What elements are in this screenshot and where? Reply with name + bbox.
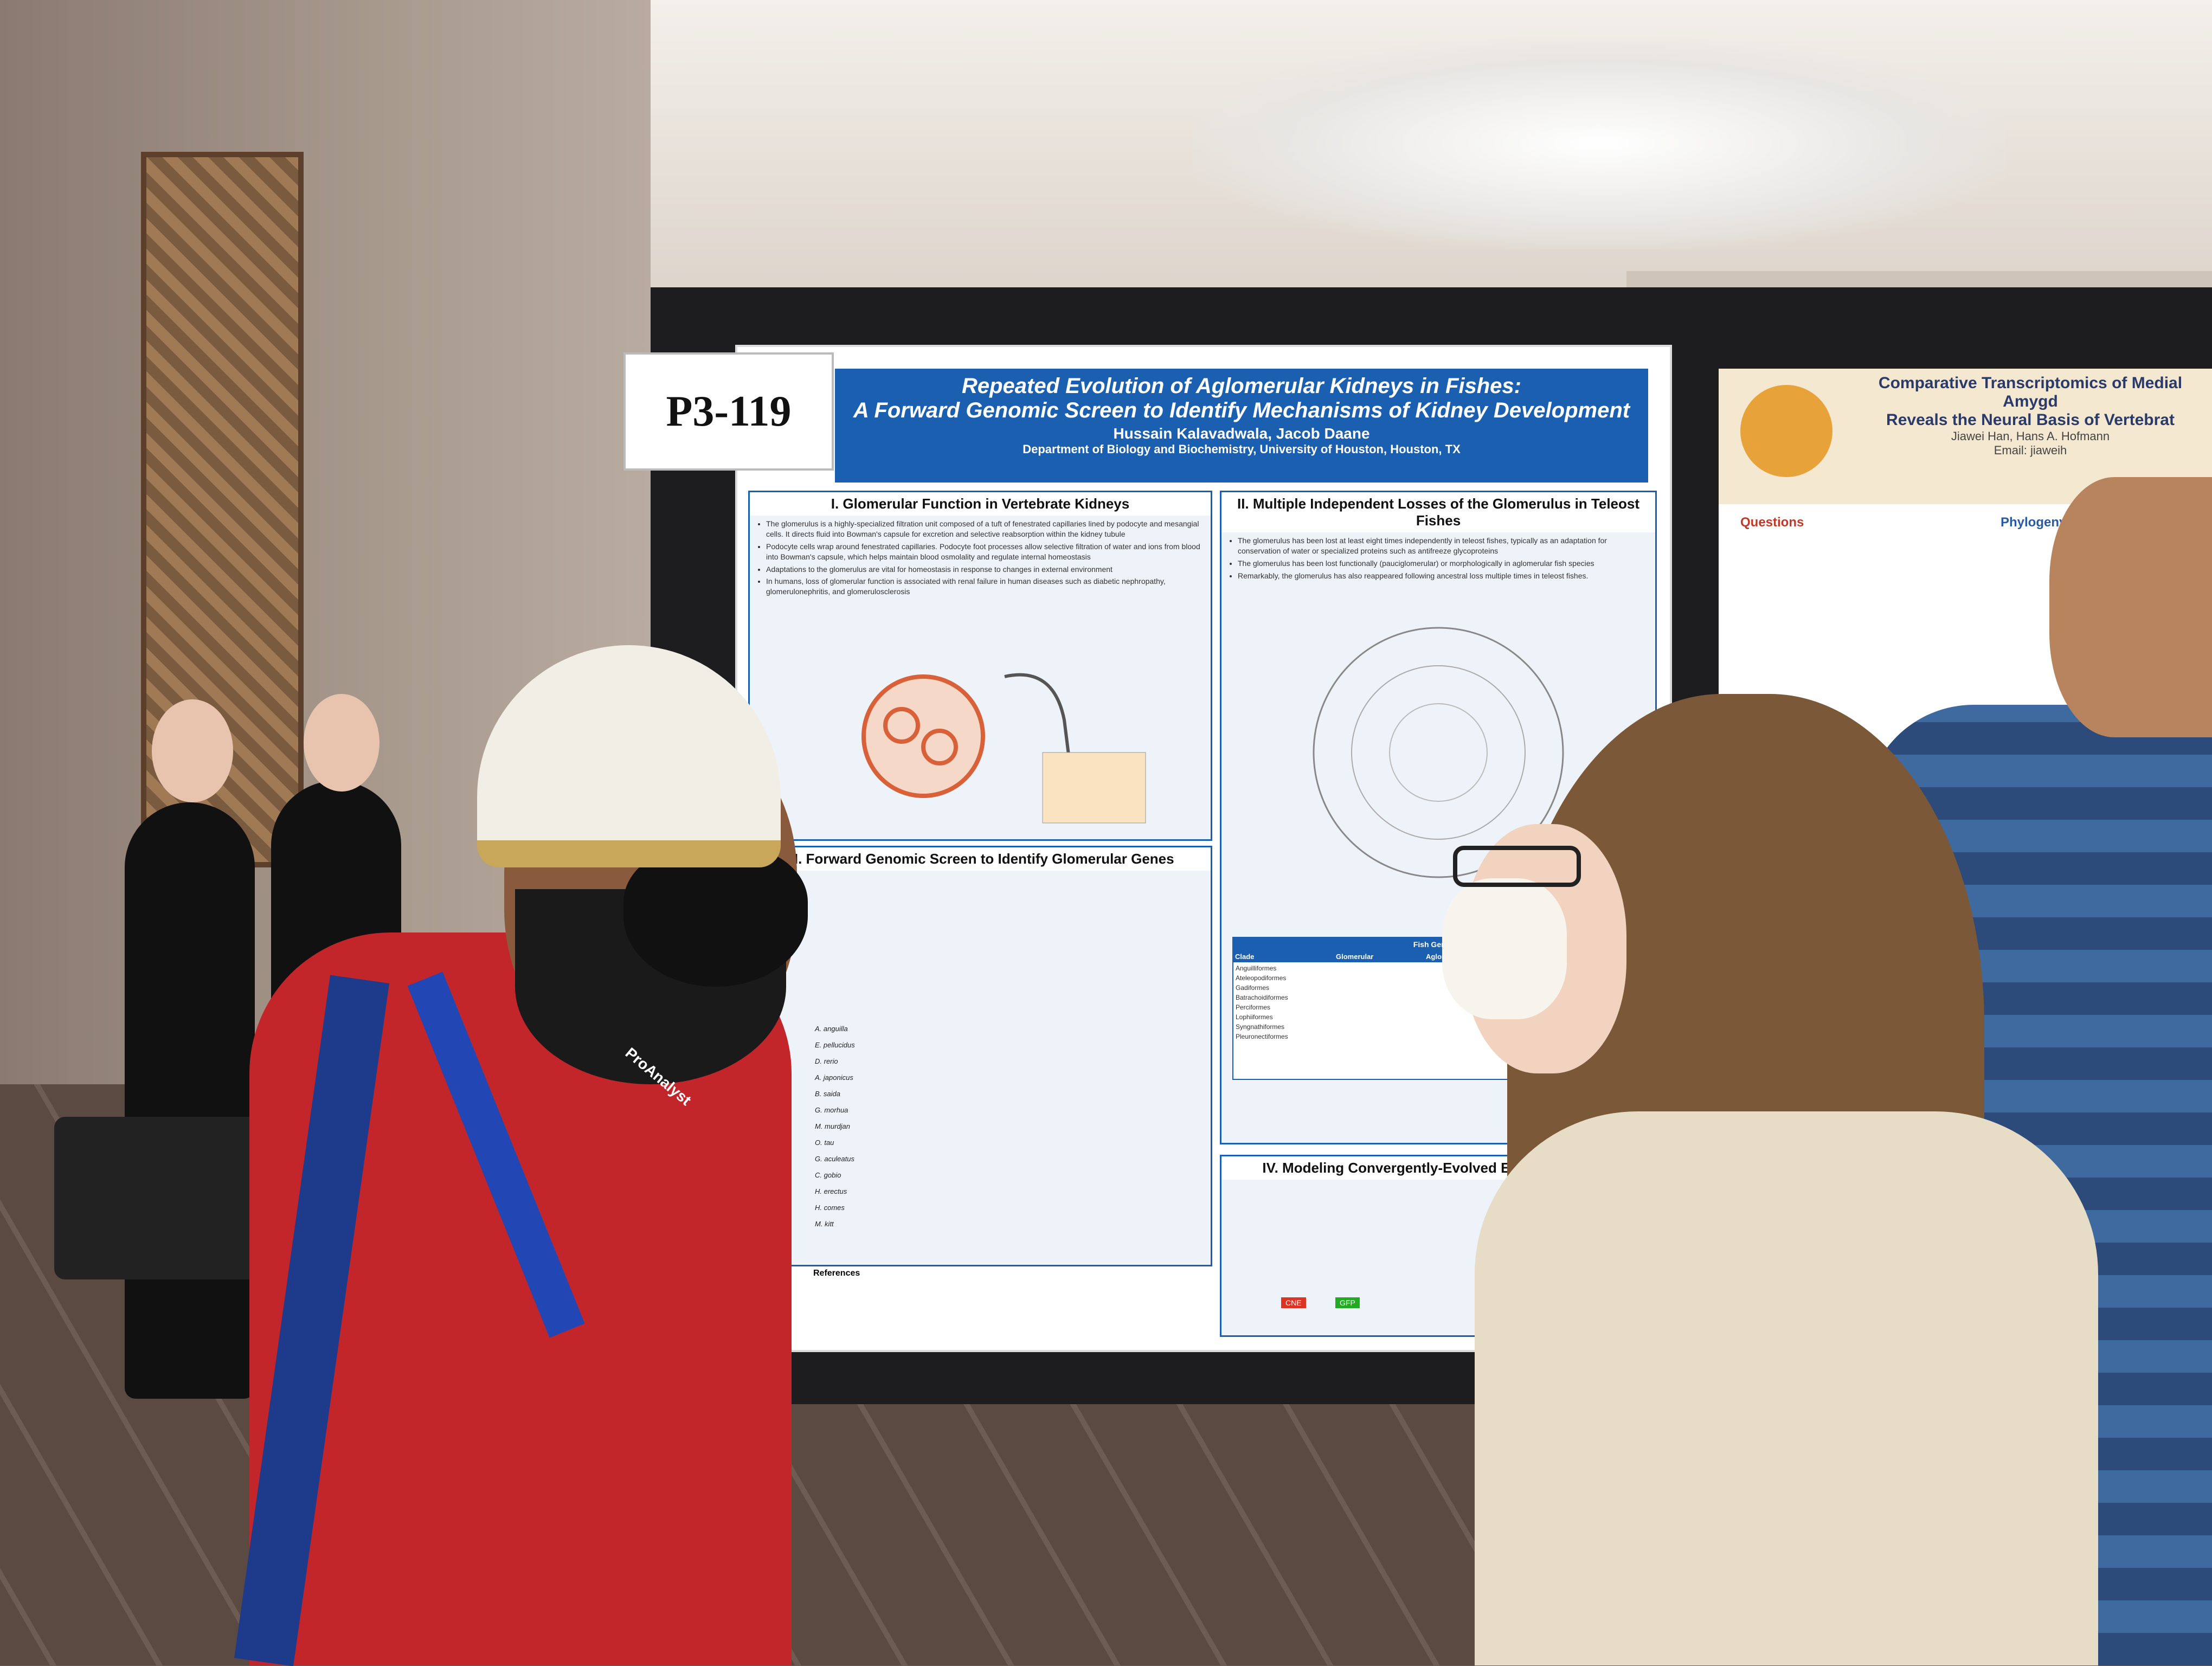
neighbor-title-line1: Comparative Transcriptomics of Medial Am… bbox=[1878, 374, 2183, 410]
table-row: Batrachoidiformes bbox=[1236, 994, 1288, 1001]
neighbor-title-line2: Reveals the Neural Basis of Vertebrat bbox=[1886, 411, 2175, 429]
species-label: H. comes bbox=[815, 1204, 845, 1212]
species-list: A. anguilla E. pellucidus D. rerio A. ja… bbox=[815, 1021, 855, 1232]
neighbor-authors: Jiawei Han, Hans A. Hofmann bbox=[1951, 429, 2110, 443]
plaid-shirt-person-head bbox=[2049, 477, 2212, 737]
species-label: G. aculeatus bbox=[815, 1155, 854, 1163]
glasses bbox=[1453, 846, 1581, 887]
poster-authors: Hussain Kalavadwala, Jacob Daane bbox=[1113, 425, 1370, 442]
table-row: Lophiiformes bbox=[1236, 1013, 1273, 1021]
section-2-title: II. Multiple Independent Losses of the G… bbox=[1221, 492, 1655, 532]
species-label: B. saida bbox=[815, 1090, 840, 1098]
species-label: H. erectus bbox=[815, 1187, 847, 1195]
species-label: E. pellucidus bbox=[815, 1041, 855, 1049]
species-label: M. kitt bbox=[815, 1220, 834, 1228]
species-label: G. morhua bbox=[815, 1106, 848, 1114]
table-body: Anguilliformes Ateleopodiformes Gadiform… bbox=[1233, 962, 1645, 1043]
glomerulus-diagram bbox=[861, 673, 1146, 824]
species-label: A. japonicus bbox=[815, 1073, 853, 1082]
bullet: In humans, loss of glomerular function i… bbox=[766, 576, 1203, 597]
section-1-panel: I. Glomerular Function in Vertebrate Kid… bbox=[748, 491, 1212, 841]
species-label: D. rerio bbox=[815, 1057, 838, 1065]
poster-number-card: P3-119 bbox=[623, 352, 834, 471]
white-face-mask bbox=[1442, 878, 1567, 1019]
species-label: M. murdjan bbox=[815, 1122, 851, 1130]
chandelier bbox=[1193, 38, 2006, 249]
section-1-bullets: The glomerulus is a highly-specialized f… bbox=[750, 516, 1211, 602]
table-row: Perciformes bbox=[1236, 1004, 1271, 1011]
section-1-title: I. Glomerular Function in Vertebrate Kid… bbox=[750, 492, 1211, 516]
section-3-panel: III. Forward Genomic Screen to Identify … bbox=[748, 846, 1212, 1266]
cne-legend: CNE bbox=[1281, 1297, 1306, 1308]
table-row: Ateleopodiformes bbox=[1236, 974, 1287, 982]
species-label: A. anguilla bbox=[815, 1025, 848, 1033]
bullet: Remarkably, the glomerulus has also reap… bbox=[1238, 571, 1648, 581]
species-label: O. tau bbox=[815, 1138, 834, 1147]
poster-title-line1: Repeated Evolution of Aglomerular Kidney… bbox=[961, 374, 1521, 398]
cream-cardigan bbox=[1475, 1111, 2098, 1665]
poster-affiliation: Department of Biology and Biochemistry, … bbox=[1023, 442, 1461, 456]
table-row: Anguilliformes bbox=[1236, 964, 1277, 972]
bullet: Adaptations to the glomerulus are vital … bbox=[766, 564, 1203, 575]
phylogeny-circle-diagram bbox=[1313, 627, 1564, 878]
section-3-title: III. Forward Genomic Screen to Identify … bbox=[750, 847, 1211, 871]
table-row: Pleuronectiformes bbox=[1236, 1033, 1288, 1040]
neighbor-questions-title: Questions bbox=[1740, 515, 1804, 530]
bullet: Podocyte cells wrap around fenestrated c… bbox=[766, 542, 1203, 562]
table-header: Clade bbox=[1235, 953, 1255, 961]
neighbor-email: Email: jiaweih bbox=[1994, 443, 2067, 457]
background-person bbox=[125, 802, 255, 1399]
gfp-legend: GFP bbox=[1335, 1297, 1360, 1308]
neighbor-poster-title: Comparative Transcriptomics of Medial Am… bbox=[1854, 374, 2207, 458]
table-header: Glomerular bbox=[1336, 953, 1374, 961]
species-label: C. gobio bbox=[815, 1171, 841, 1179]
poster-header: Repeated Evolution of Aglomerular Kidney… bbox=[835, 369, 1648, 483]
background-person-face bbox=[304, 694, 380, 792]
university-seal bbox=[1740, 385, 1832, 477]
table-row: Syngnathiformes bbox=[1236, 1023, 1285, 1031]
shoulder-bag bbox=[54, 1117, 260, 1279]
section-2-bullets: The glomerulus has been lost at least ei… bbox=[1221, 532, 1655, 587]
bullet: The glomerulus is a highly-specialized f… bbox=[766, 519, 1203, 539]
background-person-face bbox=[152, 699, 233, 802]
bullet: The glomerulus has been lost at least ei… bbox=[1238, 536, 1648, 556]
table-row: Gadiformes bbox=[1236, 984, 1270, 992]
section-2-panel: II. Multiple Independent Losses of the G… bbox=[1220, 491, 1657, 1144]
black-face-mask bbox=[623, 846, 808, 987]
references-title: References bbox=[813, 1269, 860, 1278]
poster-title-line2: A Forward Genomic Screen to Identify Mec… bbox=[853, 398, 1630, 422]
bullet: The glomerulus has been lost functionall… bbox=[1238, 558, 1648, 569]
